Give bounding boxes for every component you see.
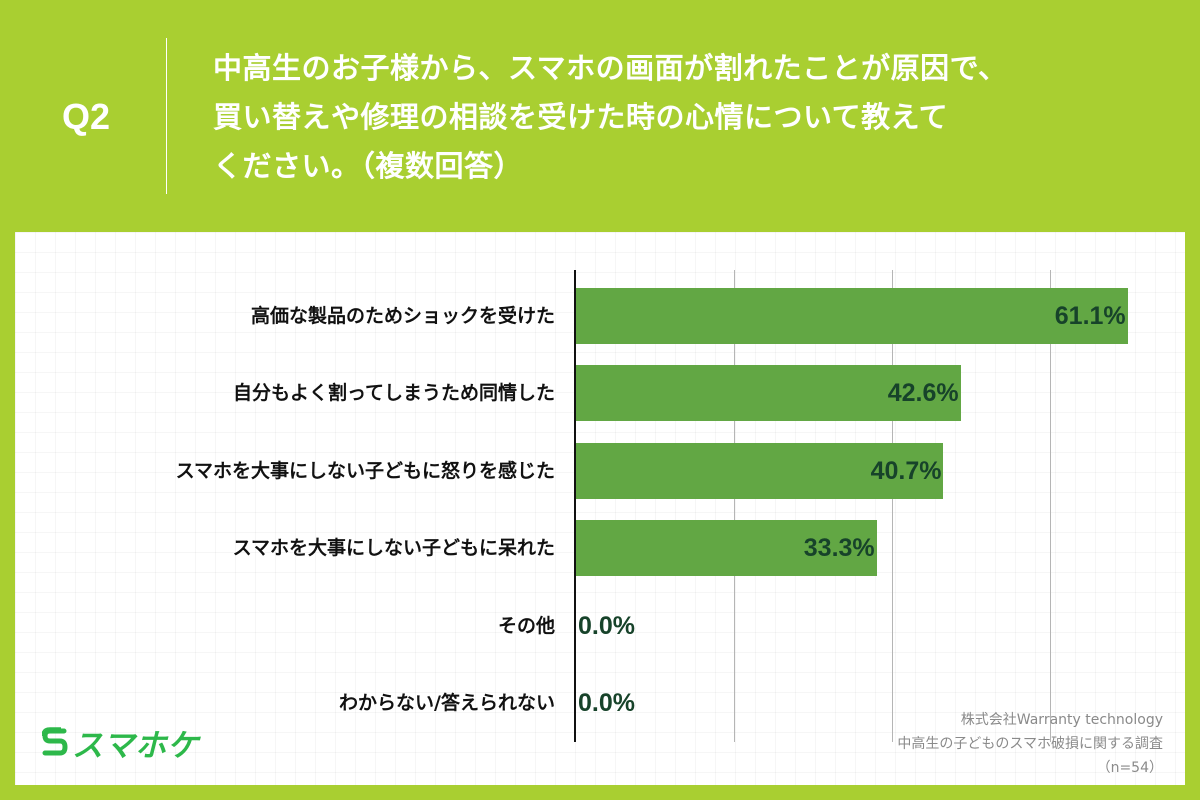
category-label: その他 xyxy=(497,615,555,637)
s-logo-icon xyxy=(42,727,68,756)
source-note: 株式会社Warranty technology 中高生の子どものスマホ破損に関す… xyxy=(897,708,1163,780)
chart-card: 高価な製品のためショックを受けた 61.1% 自分もよく割ってしまうため同情した 42… xyxy=(15,232,1185,785)
brand-logo: スマホケ xyxy=(42,722,200,764)
question-line-1: 中高生のお子様から、スマホの画面が割れたことが原因で、 xyxy=(213,51,1008,85)
bar xyxy=(576,288,1128,344)
category-label: 自分もよく割ってしまうため同情した xyxy=(232,382,555,404)
gridline xyxy=(1050,270,1051,742)
source-sample-size: （n=54） xyxy=(1096,760,1163,776)
value-label: 40.7% xyxy=(870,457,942,485)
header-divider xyxy=(166,38,167,194)
category-label: スマホを大事にしない子どもに呆れた xyxy=(232,537,555,559)
bar xyxy=(576,365,961,421)
value-label: 61.1% xyxy=(1054,302,1126,330)
value-label: 0.0% xyxy=(578,612,635,640)
bar xyxy=(576,520,877,576)
category-label: わからない/答えられない xyxy=(339,692,555,714)
question-line-3: ください。（複数回答） xyxy=(213,149,524,183)
y-axis-line xyxy=(574,270,576,742)
bar-row: わからない/答えられない 0.0% xyxy=(15,675,1185,731)
category-label: 高価な製品のためショックを受けた xyxy=(250,305,555,327)
bar-row: 自分もよく割ってしまうため同情した 42.6% xyxy=(15,365,1185,421)
category-label: スマホを大事にしない子どもに怒りを感じた xyxy=(175,460,555,482)
source-company: 株式会社Warranty technology xyxy=(960,712,1163,728)
bar-row: その他 0.0% xyxy=(15,598,1185,654)
value-label: 33.3% xyxy=(803,534,875,562)
value-label: 0.0% xyxy=(578,689,635,717)
question-header: Q2 中高生のお子様から、スマホの画面が割れたことが原因で、 買い替えや修理の相… xyxy=(0,0,1200,232)
question-line-2: 買い替えや修理の相談を受けた時の心情について教えて xyxy=(213,100,949,134)
bar-row: スマホを大事にしない子どもに呆れた 33.3% xyxy=(15,520,1185,576)
bar-row: 高価な製品のためショックを受けた 61.1% xyxy=(15,288,1185,344)
question-number: Q2 xyxy=(62,96,111,137)
bar-row: スマホを大事にしない子どもに怒りを感じた 40.7% xyxy=(15,443,1185,499)
bar xyxy=(576,443,944,499)
gridline xyxy=(734,270,735,742)
question-text: 中高生のお子様から、スマホの画面が割れたことが原因で、 買い替えや修理の相談を受… xyxy=(213,44,1173,191)
source-survey: 中高生の子どものスマホ破損に関する調査 xyxy=(897,736,1163,752)
gridline xyxy=(892,270,893,742)
brand-name: スマホケ xyxy=(72,727,200,764)
value-label: 42.6% xyxy=(887,379,959,407)
